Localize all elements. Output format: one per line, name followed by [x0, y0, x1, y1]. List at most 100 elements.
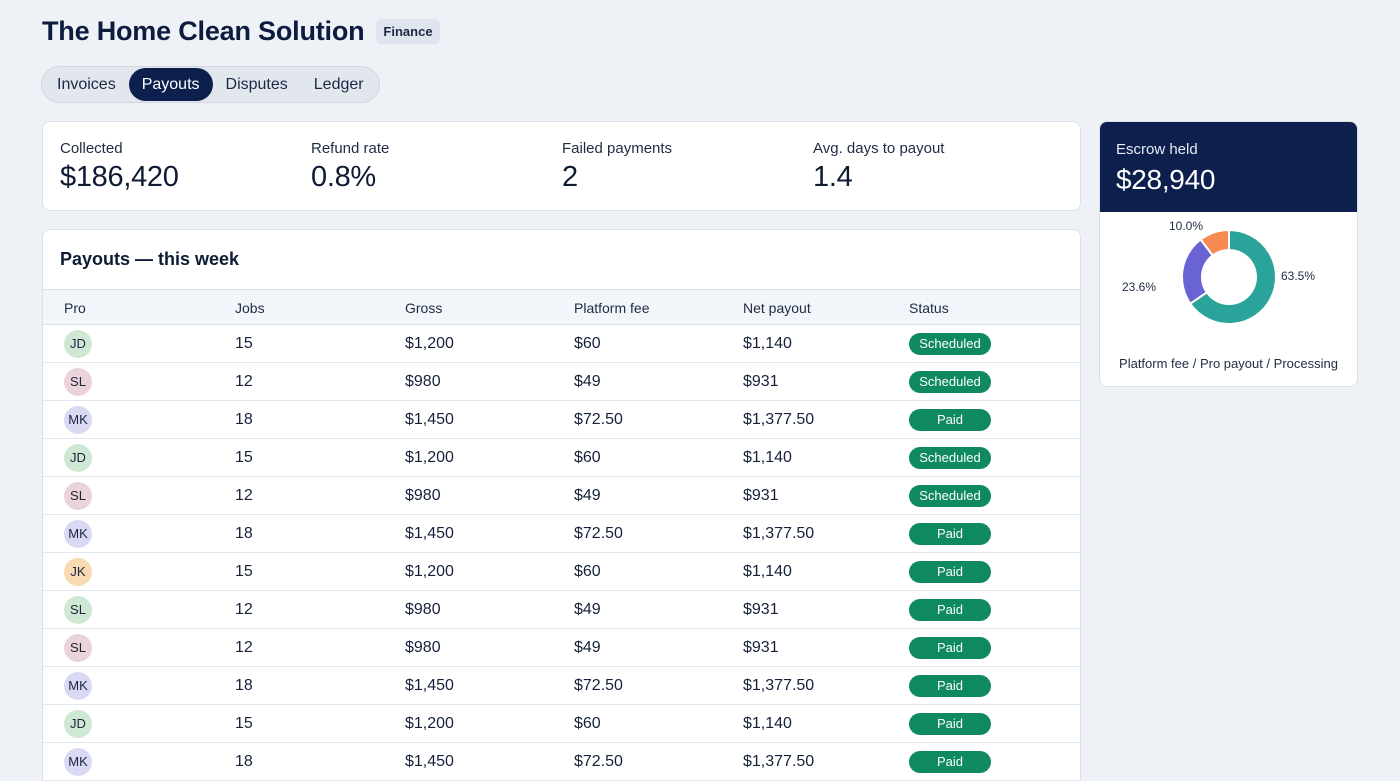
column-header-net-payout[interactable]: Net payout [743, 300, 811, 316]
cell-net-payout: $931 [743, 487, 779, 504]
cell-jobs: 18 [235, 525, 253, 542]
column-header-jobs[interactable]: Jobs [235, 300, 265, 316]
tab-invoices[interactable]: Invoices [57, 76, 116, 93]
cell-net-payout: $1,377.50 [743, 525, 815, 542]
kpi-collected: Collected $186,420 [60, 140, 179, 194]
status-badge: Paid [909, 561, 991, 583]
status-badge: Paid [909, 751, 991, 773]
status-badge: Paid [909, 637, 991, 659]
cell-net-payout: $931 [743, 373, 779, 390]
cell-jobs: 18 [235, 677, 253, 694]
cell-net-payout: $1,140 [743, 335, 792, 352]
cell-gross: $980 [405, 601, 441, 618]
cell-gross: $1,200 [405, 715, 454, 732]
escrow-card: Escrow held $28,940 63.5% 23.6% 10.0% Plat… [1099, 121, 1358, 387]
table-row[interactable]: SL 12 $980 $49 $931 Scheduled [43, 363, 1080, 401]
kpi-value: 2 [562, 161, 578, 193]
cell-jobs: 15 [235, 563, 253, 580]
payouts-table-card: Payouts — this week Pro Jobs Gross Platf… [42, 229, 1081, 781]
avatar: MK [64, 672, 92, 700]
status-badge: Paid [909, 675, 991, 697]
cell-jobs: 12 [235, 373, 253, 390]
column-header-platform-fee[interactable]: Platform fee [574, 300, 650, 316]
kpi-failed-payments: Failed payments 2 [562, 140, 672, 194]
table-row[interactable]: SL 12 $980 $49 $931 Paid [43, 629, 1080, 667]
avatar: JD [64, 710, 92, 738]
avatar: JD [64, 444, 92, 472]
cell-platform-fee: $49 [574, 601, 601, 618]
cell-net-payout: $1,140 [743, 715, 792, 732]
tab-payouts[interactable]: Payouts [128, 68, 213, 101]
kpi-summary-card: Collected $186,420 Refund rate 0.8% Fail… [42, 121, 1081, 211]
column-header-status[interactable]: Status [909, 300, 949, 316]
kpi-refund-rate: Refund rate 0.8% [311, 140, 389, 194]
escrow-header: Escrow held $28,940 [1100, 122, 1357, 212]
avatar: MK [64, 748, 92, 776]
tab-ledger[interactable]: Ledger [313, 76, 364, 93]
status-badge: Scheduled [909, 371, 991, 393]
status-badge: Scheduled [909, 447, 991, 469]
cell-gross: $980 [405, 487, 441, 504]
cell-jobs: 12 [235, 639, 253, 656]
payouts-table-title: Payouts — this week [60, 249, 240, 269]
table-row[interactable]: MK 18 $1,450 $72.50 $1,377.50 Paid [43, 667, 1080, 705]
page-header: The Home Clean Solution Finance [42, 16, 440, 47]
status-badge: Paid [909, 523, 991, 545]
avatar: JK [64, 558, 92, 586]
table-row[interactable]: MK 18 $1,450 $72.50 $1,377.50 Paid [43, 743, 1080, 781]
cell-gross: $1,450 [405, 525, 454, 542]
cell-gross: $1,200 [405, 449, 454, 466]
avatar: SL [64, 368, 92, 396]
donut-slice[interactable] [1199, 228, 1230, 257]
donut-slice[interactable] [1188, 228, 1277, 325]
cell-gross: $1,450 [405, 677, 454, 694]
table-row[interactable]: MK 18 $1,450 $72.50 $1,377.50 Paid [43, 515, 1080, 553]
cell-gross: $1,200 [405, 563, 454, 580]
escrow-donut-chart: 63.5% 23.6% 10.0% [1122, 219, 1315, 325]
table-row[interactable]: SL 12 $980 $49 $931 Paid [43, 591, 1080, 629]
table-row[interactable]: JD 15 $1,200 $60 $1,140 Scheduled [43, 439, 1080, 477]
escrow-value: $28,940 [1116, 164, 1216, 195]
cell-gross: $980 [405, 639, 441, 656]
avatar: MK [64, 520, 92, 548]
table-row[interactable]: JD 15 $1,200 $60 $1,140 Paid [43, 705, 1080, 743]
avatar: SL [64, 634, 92, 662]
cell-platform-fee: $49 [574, 373, 601, 390]
cell-gross: $1,200 [405, 335, 454, 352]
status-badge: Paid [909, 599, 991, 621]
status-badge: Paid [909, 409, 991, 431]
cell-jobs: 15 [235, 335, 253, 352]
kpi-label: Collected [60, 140, 123, 157]
tab-disputes[interactable]: Disputes [225, 76, 288, 93]
table-row[interactable]: MK 18 $1,450 $72.50 $1,377.50 Paid [43, 401, 1080, 439]
kpi-value: $186,420 [60, 161, 179, 193]
cell-platform-fee: $72.50 [574, 411, 623, 428]
donut-slice-label: 63.5% [1281, 269, 1315, 283]
cell-platform-fee: $72.50 [574, 677, 623, 694]
cell-jobs: 18 [235, 753, 253, 770]
table-header: Pro Jobs Gross Platform fee Net payout S… [43, 289, 1080, 325]
cell-platform-fee: $72.50 [574, 525, 623, 542]
cell-gross: $1,450 [405, 753, 454, 770]
column-header-gross[interactable]: Gross [405, 300, 443, 316]
table-row[interactable]: JD 15 $1,200 $60 $1,140 Scheduled [43, 325, 1080, 363]
column-header-pro[interactable]: Pro [64, 300, 86, 316]
avatar: SL [64, 596, 92, 624]
cell-platform-fee: $60 [574, 449, 601, 466]
cell-platform-fee: $49 [574, 639, 601, 656]
table-row[interactable]: JK 15 $1,200 $60 $1,140 Paid [43, 553, 1080, 591]
kpi-value: 0.8% [311, 161, 376, 193]
status-badge: Scheduled [909, 485, 991, 507]
section-badge: Finance [376, 19, 440, 44]
cell-net-payout: $1,140 [743, 563, 792, 580]
status-badge: Scheduled [909, 333, 991, 355]
kpi-avg-days-to-payout: Avg. days to payout 1.4 [813, 140, 944, 194]
kpi-label: Avg. days to payout [813, 140, 945, 157]
table-row[interactable]: SL 12 $980 $49 $931 Scheduled [43, 477, 1080, 515]
avatar: MK [64, 406, 92, 434]
cell-gross: $1,450 [405, 411, 454, 428]
kpi-value: 1.4 [813, 161, 853, 193]
escrow-label: Escrow held [1116, 141, 1198, 158]
kpi-label: Failed payments [562, 140, 673, 157]
